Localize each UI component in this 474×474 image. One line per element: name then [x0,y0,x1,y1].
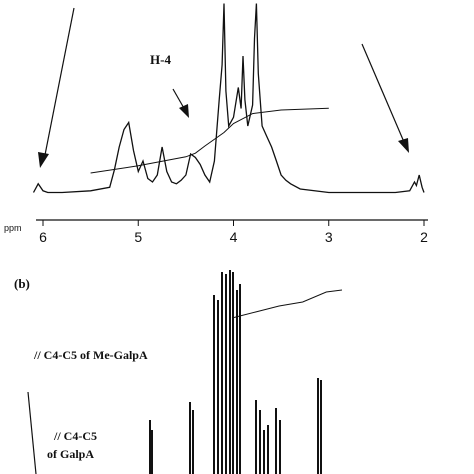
ppm-unit-label: ppm [4,223,22,233]
ppm-tick-label: 6 [39,229,47,245]
ppm-tick-label: 4 [230,229,238,245]
h4-annotation: H-4 [150,52,171,67]
spectrum-trace-a [32,3,425,194]
ppm-tick-label: 2 [420,229,428,245]
annotation-c4c5-galpa-line1: // C4-C5 [53,429,97,443]
panel-b-label: (b) [14,276,30,291]
ppm-axis-ticks: 6 5 4 3 2 [39,220,428,245]
panel-b: (b) // C4-C5 of Me-GalpA // C4-C5 of Gal… [14,270,343,474]
ppm-tick-label: 5 [134,229,142,245]
annotation-c4c5-megalpa: // C4-C5 of Me-GalpA [33,348,148,362]
spectrum-peaks-b [149,270,322,474]
arrow-h4 [172,88,189,118]
arrow-b-left [27,391,37,474]
ppm-tick-label: 3 [325,229,333,245]
arrow-left [38,7,75,168]
integral-curve-b [231,289,343,319]
arrow-right [361,43,409,153]
panel-a: 6 5 4 3 2 ppm H-4 [4,3,428,245]
integral-curve-a [90,107,329,174]
annotation-c4c5-galpa-line2: of GalpA [47,447,94,461]
